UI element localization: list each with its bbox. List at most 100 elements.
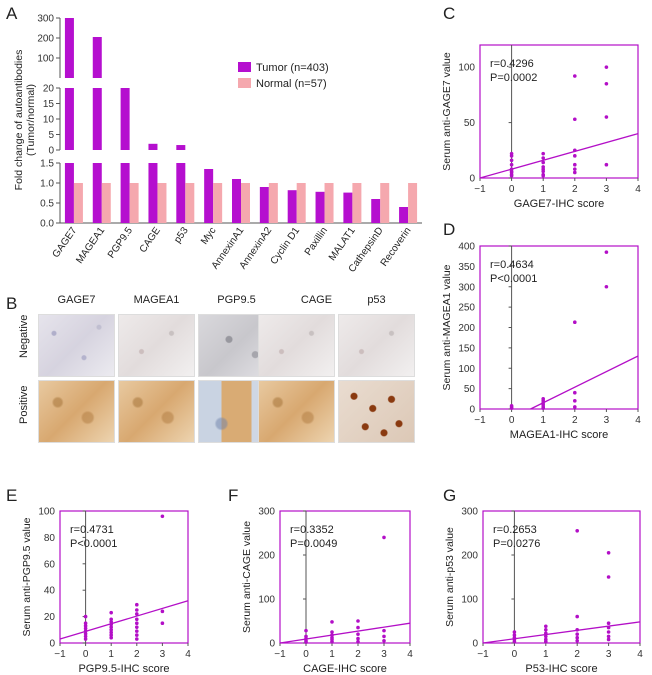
scatter-c-point xyxy=(509,151,514,156)
scatter-g-y-tick-label: 300 xyxy=(461,507,478,518)
bar-normal xyxy=(157,183,167,223)
scatter-f-x-tick-label: 1 xyxy=(329,649,335,660)
panel-label-d: D xyxy=(443,220,456,239)
bar-tumor xyxy=(287,190,297,223)
bar-x-tick-label: GAGE7 xyxy=(51,225,80,260)
scatter-f-point xyxy=(330,633,334,637)
scatter-d-y-tick-label: 250 xyxy=(458,303,475,314)
bar-tumor xyxy=(176,163,186,223)
scatter-f-y-tick-label: 300 xyxy=(258,507,275,518)
legend-label-normal: Normal (n=57) xyxy=(256,78,327,90)
scatter-f-y-tick-label: 100 xyxy=(258,595,275,606)
scatter-g-frame xyxy=(482,510,641,644)
scatter-g-point xyxy=(575,529,579,533)
scatter-d-x-tick-label: −1 xyxy=(474,415,486,426)
panel-label-a: A xyxy=(6,4,18,23)
bar-tumor xyxy=(92,88,102,150)
legend-swatch-normal xyxy=(238,78,251,88)
scatter-f-point xyxy=(356,636,360,641)
scatter-d-y-tick-label: 350 xyxy=(458,262,475,273)
scatter-c-point xyxy=(509,172,514,177)
bar-tumor xyxy=(64,88,74,150)
scatter-c-annotation-r: r=0.4296 xyxy=(490,58,534,70)
ihc-image-grid: GAGE7 MAGEA1 PGP9.5 CAGE p53 Negative Po… xyxy=(18,294,420,449)
scatter-f-point xyxy=(356,625,360,630)
scatter-g-point xyxy=(575,632,579,636)
scatter-f-annotation-p: P=0.0049 xyxy=(290,538,337,550)
bar-tumor xyxy=(371,199,381,223)
scatter-c-x-tick-label: 3 xyxy=(604,184,610,195)
scatter-f-point xyxy=(330,620,334,624)
scatter-e-point xyxy=(83,614,88,619)
scatter-c-x-axis-label: GAGE7-IHC score xyxy=(514,198,604,210)
scatter-g-point xyxy=(544,637,548,642)
bar-x-tick-label: PGP9.5 xyxy=(106,225,135,260)
scatter-e-y-tick-label: 80 xyxy=(44,533,56,544)
scatter-f-y-tick-label: 200 xyxy=(258,551,275,562)
scatter-f-x-tick-label: 0 xyxy=(303,649,309,660)
scatter-d-point xyxy=(509,403,514,408)
panel-label-f: F xyxy=(228,486,239,505)
bar-normal xyxy=(129,183,139,223)
scatter-c-point xyxy=(573,167,577,171)
scatter-g-point xyxy=(512,630,517,634)
scatter-g-x-tick-label: 1 xyxy=(543,649,549,660)
scatter-e-x-tick-label: 4 xyxy=(185,649,191,660)
scatter-g-point xyxy=(575,614,579,619)
scatter-e-point xyxy=(109,635,113,640)
panel-label-g: G xyxy=(443,486,457,505)
bar-y-tick-label: 10 xyxy=(43,115,55,126)
scatter-d-x-tick-label: 4 xyxy=(635,415,641,426)
scatter-c-point xyxy=(541,173,545,178)
scatter-g-x-tick-label: 3 xyxy=(606,649,612,660)
scatter-g-point xyxy=(512,633,517,637)
legend-swatch-tumor xyxy=(238,62,251,72)
scatter-d-y-tick-label: 200 xyxy=(458,323,475,334)
scatter-e-annotation-p: P<0.0001 xyxy=(70,538,117,550)
scatter-d-point xyxy=(573,399,577,403)
scatter-e-point xyxy=(135,617,139,622)
bar-tumor xyxy=(64,18,74,78)
scatter-g-y-tick-label: 100 xyxy=(461,595,478,606)
scatter-g-point xyxy=(544,628,548,632)
scatter-f-point xyxy=(382,634,386,639)
bar-tumor xyxy=(120,88,130,150)
scatter-f-x-tick-label: 2 xyxy=(355,649,361,660)
scatter-c-point xyxy=(509,158,514,163)
scatter-g-point xyxy=(606,630,611,634)
scatter-c-point xyxy=(541,151,545,156)
scatter-d-x-tick-label: 1 xyxy=(540,415,546,426)
scatter-g-point xyxy=(606,575,611,579)
panel-label-e: E xyxy=(6,486,18,505)
scatter-c-x-tick-label: 2 xyxy=(572,184,578,195)
scatter-g-y-tick-label: 0 xyxy=(472,639,478,650)
scatter-g-point xyxy=(512,635,517,640)
bar-tumor xyxy=(232,179,241,223)
scatter-c-y-tick-label: 100 xyxy=(458,63,475,74)
scatter-e-point xyxy=(109,630,113,635)
scatter-d-y-tick-label: 300 xyxy=(458,282,475,293)
scatter-e-point xyxy=(83,624,88,628)
scatter-g-point xyxy=(606,621,611,625)
scatter-e-point xyxy=(135,625,139,629)
scatter-e-point xyxy=(83,626,88,631)
scatter-e-point xyxy=(135,608,139,612)
bar-tumor xyxy=(343,192,353,223)
scatter-e-frame xyxy=(59,510,189,644)
bar-x-tick-label: Myc xyxy=(199,225,219,246)
scatter-g-y-axis-label: Serum anti-p53 value xyxy=(444,527,456,627)
bar-normal xyxy=(101,183,111,223)
scatter-e-point xyxy=(109,628,113,632)
bar-normal xyxy=(352,183,362,223)
bar-tumor xyxy=(148,163,158,223)
scatter-e-point xyxy=(109,622,113,627)
scatter-e-x-tick-label: 2 xyxy=(134,649,140,660)
bar-tumor xyxy=(92,163,102,223)
scatter-d-y-tick-label: 150 xyxy=(458,343,475,354)
bar-tumor xyxy=(64,163,74,223)
scatter-e-y-tick-label: 0 xyxy=(49,639,55,650)
scatter-c-point xyxy=(573,117,577,122)
bar-normal xyxy=(213,183,223,223)
ihc-image-magea1-negative xyxy=(118,314,195,377)
scatter-c-frame xyxy=(479,44,639,179)
